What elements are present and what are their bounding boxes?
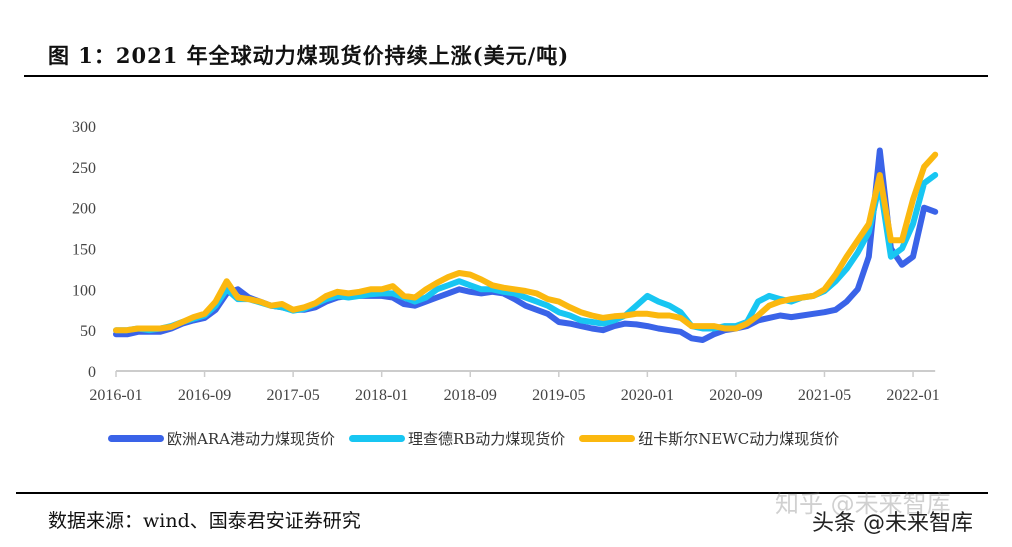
series-line-2 bbox=[113, 151, 939, 334]
x-tick-label: 2020-09 bbox=[709, 387, 762, 404]
series-line-0 bbox=[113, 147, 939, 343]
footer-rule bbox=[16, 492, 988, 494]
x-tick-label: 2021-05 bbox=[798, 387, 851, 404]
source-note: 数据来源：wind、国泰君安证券研究 bbox=[48, 510, 361, 532]
x-tick-label: 2019-05 bbox=[532, 387, 585, 404]
x-tick-label: 2016-09 bbox=[178, 387, 231, 404]
legend-label: 理查德RB动力煤现货价 bbox=[407, 430, 566, 448]
legend-item-newc: 纽卡斯尔NEWC动力煤现货价 bbox=[579, 428, 839, 449]
legend-label: 纽卡斯尔NEWC动力煤现货价 bbox=[638, 430, 840, 448]
legend-item-ara: 欧洲ARA港动力煤现货价 bbox=[108, 428, 335, 449]
y-tick-label: 150 bbox=[72, 242, 96, 259]
x-tick-label: 2018-01 bbox=[355, 387, 408, 404]
legend-label: 欧洲ARA港动力煤现货价 bbox=[167, 430, 335, 448]
watermark-toutiao: 头条 @未来智库 bbox=[812, 511, 973, 536]
watermark-zhihu: 知乎 @未来智库 bbox=[775, 490, 951, 518]
y-tick-label: 100 bbox=[72, 282, 96, 299]
legend-item-rb: 理查德RB动力煤现货价 bbox=[348, 428, 566, 449]
y-tick-label: 50 bbox=[80, 323, 96, 340]
legend-swatch bbox=[348, 435, 405, 442]
x-tick-label: 2017-05 bbox=[266, 387, 319, 404]
x-tick-label: 2020-01 bbox=[621, 387, 674, 404]
y-tick-label: 300 bbox=[72, 119, 96, 136]
legend-swatch bbox=[108, 435, 164, 442]
y-tick-label: 0 bbox=[88, 364, 96, 381]
legend-swatch bbox=[579, 435, 636, 442]
legend: 欧洲ARA港动力煤现货价 理查德RB动力煤现货价 纽卡斯尔NEWC动力煤现货价 bbox=[108, 428, 839, 449]
title-rule bbox=[24, 75, 988, 77]
figure-title: 图 1：2021 年全球动力煤现货价持续上涨(美元/吨) bbox=[48, 43, 570, 68]
x-tick-label: 2018-09 bbox=[444, 387, 497, 404]
x-tick-label: 2016-01 bbox=[89, 387, 142, 404]
line-chart: 0 50 100 150 200 250 300 2016-01 2016-09 2017-05 2… bbox=[72, 119, 940, 404]
y-tick-label: 250 bbox=[72, 160, 96, 177]
y-tick-label: 200 bbox=[72, 201, 96, 218]
x-tick-label: 2022-01 bbox=[886, 387, 939, 404]
